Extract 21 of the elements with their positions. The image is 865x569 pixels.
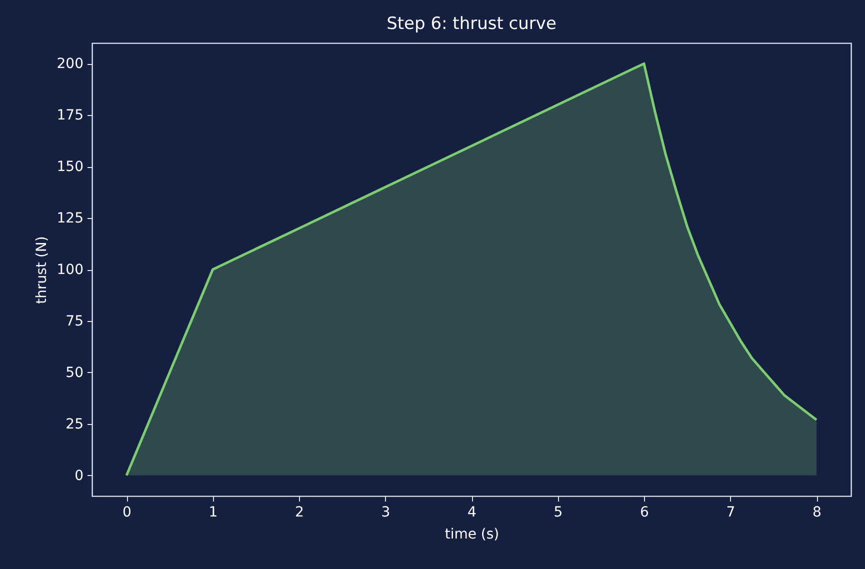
y-tick-label: 100	[56, 262, 84, 278]
chart-title: Step 6: thrust curve	[386, 14, 556, 34]
y-tick-label: 175	[56, 108, 84, 124]
x-axis-title: time (s)	[444, 526, 500, 542]
y-tick-label: 150	[56, 159, 84, 176]
y-tick-label: 0	[74, 468, 84, 484]
y-tick-label: 75	[66, 313, 84, 330]
x-tick-label: 6	[640, 504, 650, 520]
y-axis-title: thrust (N)	[34, 236, 50, 304]
x-tick-label: 1	[208, 504, 218, 520]
y-tick-label: 125	[56, 210, 84, 227]
x-tick-label: 4	[468, 504, 477, 520]
x-tick-label: 8	[812, 504, 822, 520]
x-tick-label: 0	[122, 504, 132, 520]
y-tick-label: 50	[66, 364, 84, 381]
x-tick-label: 7	[726, 504, 736, 520]
x-tick-label: 5	[554, 504, 563, 520]
x-tick-label: 3	[381, 504, 390, 520]
y-tick-label: 25	[66, 416, 84, 432]
y-tick-label: 200	[56, 56, 84, 72]
x-tick-label: 2	[295, 504, 304, 520]
